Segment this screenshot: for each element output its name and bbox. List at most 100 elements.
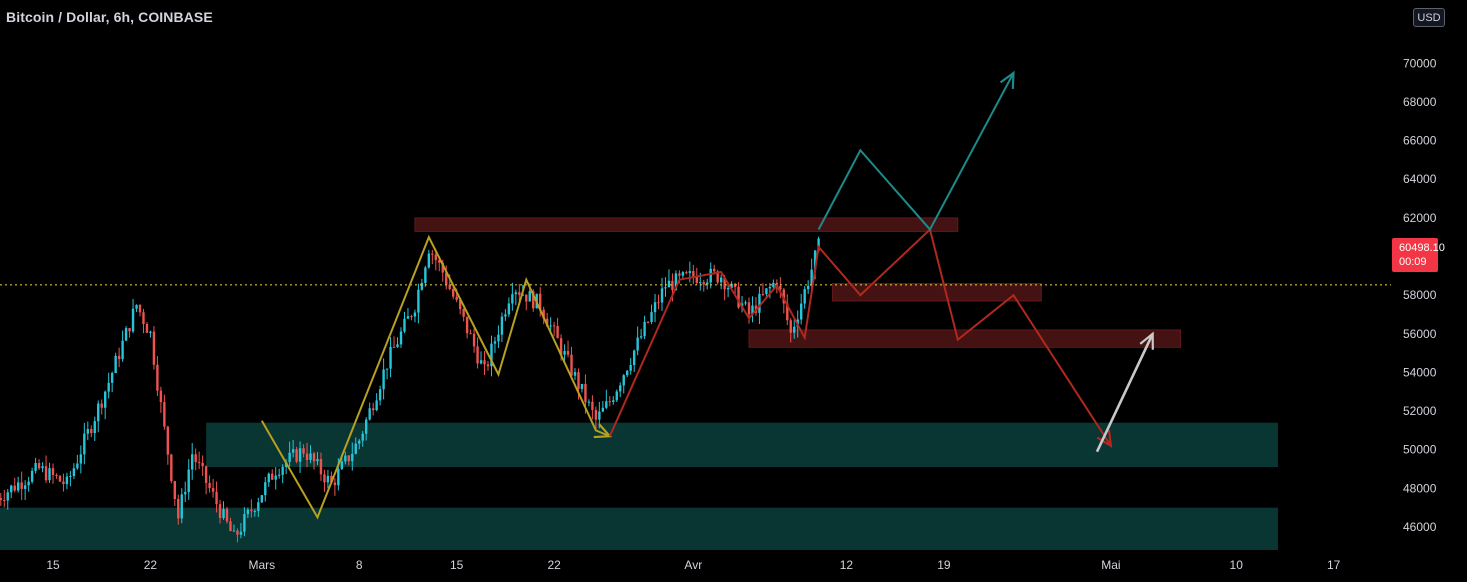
currency-button[interactable]: USD xyxy=(1413,8,1445,27)
yellow-path xyxy=(260,234,611,520)
candle-body-57 xyxy=(194,454,197,463)
candle-body-35 xyxy=(117,355,121,360)
candle-body-222 xyxy=(768,287,772,289)
time-tick-10: 10 xyxy=(1230,558,1244,572)
candle-body-69 xyxy=(236,530,239,535)
candle-body-95 xyxy=(326,475,330,483)
candle-body-58 xyxy=(197,462,201,464)
candle-body-186 xyxy=(643,321,646,337)
candle-body-67 xyxy=(229,521,232,532)
candle-body-82 xyxy=(281,466,284,475)
candle-body-159 xyxy=(549,325,552,327)
candle-body-12 xyxy=(37,463,41,469)
candle-body-11 xyxy=(34,463,37,471)
candle-body-84 xyxy=(288,452,291,462)
candle-body-210 xyxy=(726,287,730,290)
candle-body-152 xyxy=(525,294,528,302)
candle-body-190 xyxy=(657,302,660,304)
price-tick-46000: 46000 xyxy=(1403,520,1437,534)
candle-body-192 xyxy=(664,287,667,289)
candle-body-113 xyxy=(389,346,392,369)
candle-body-63 xyxy=(215,491,218,505)
candle-body-89 xyxy=(305,453,309,460)
candle-body-105 xyxy=(361,433,364,441)
candle-body-81 xyxy=(278,474,281,476)
candle-body-34 xyxy=(114,355,117,373)
candle-body-52 xyxy=(177,499,180,519)
candle-body-161 xyxy=(556,325,559,339)
candle-body-75 xyxy=(257,502,260,512)
candle-body-62 xyxy=(211,488,215,492)
candle-body-205 xyxy=(709,268,712,283)
candle-body-64 xyxy=(218,504,222,519)
candle-body-203 xyxy=(702,282,705,285)
candle-body-184 xyxy=(636,337,639,351)
candle-body-133 xyxy=(458,299,462,310)
candle-body-134 xyxy=(462,309,465,317)
candle-body-191 xyxy=(660,288,664,303)
candle-body-72 xyxy=(246,509,250,515)
price-tick-58000: 58000 xyxy=(1403,288,1437,302)
candle-body-215 xyxy=(744,302,747,304)
candle-body-195 xyxy=(674,273,678,291)
price-tick-64000: 64000 xyxy=(1403,172,1437,186)
symbol-title: Bitcoin / Dollar, 6h, COINBASE xyxy=(6,9,213,25)
red-path xyxy=(608,227,1112,447)
candle-body-5 xyxy=(13,485,16,491)
candle-body-221 xyxy=(765,288,768,295)
candle-body-147 xyxy=(507,303,511,315)
candle-body-135 xyxy=(465,316,469,334)
candle-body-78 xyxy=(267,473,270,483)
candle-body-104 xyxy=(358,440,361,444)
candle-body-3 xyxy=(6,492,9,501)
price-axis[interactable]: 4600048000500005200054000560005800060000… xyxy=(1403,56,1437,534)
candle-body-23 xyxy=(76,463,79,469)
candle-body-228 xyxy=(789,320,792,333)
candle-body-163 xyxy=(563,351,566,355)
candle-body-31 xyxy=(104,391,107,408)
candle-body-202 xyxy=(699,282,702,284)
candle-body-9 xyxy=(27,481,30,486)
candle-body-19 xyxy=(62,481,65,485)
candle-body-50 xyxy=(170,454,173,482)
candle-body-236 xyxy=(817,238,820,251)
candle-body-74 xyxy=(253,511,257,513)
candle-body-216 xyxy=(747,302,751,315)
candle-body-172 xyxy=(594,409,598,420)
candle-body-119 xyxy=(410,316,413,318)
candle-body-1 xyxy=(0,498,3,501)
time-tick-7: 12 xyxy=(840,558,854,572)
candle-body-233 xyxy=(806,285,810,290)
candle-body-45 xyxy=(152,331,156,365)
candle-body-177 xyxy=(612,400,615,402)
candle-body-90 xyxy=(309,453,312,460)
candle-body-148 xyxy=(511,294,514,304)
price-tick-66000: 66000 xyxy=(1403,134,1437,148)
candle-body-122 xyxy=(420,282,424,290)
candle-body-198 xyxy=(685,272,688,274)
candle-body-231 xyxy=(800,303,803,320)
candle-body-235 xyxy=(813,250,817,270)
candle-body-21 xyxy=(69,476,72,478)
candle-body-87 xyxy=(298,448,302,462)
candle-body-10 xyxy=(30,470,34,482)
candle-body-102 xyxy=(351,453,354,462)
candle-body-125 xyxy=(431,253,434,255)
candle-body-41 xyxy=(138,304,142,313)
candle-body-157 xyxy=(542,309,545,319)
candle-body-153 xyxy=(528,291,531,302)
candle-body-207 xyxy=(716,271,719,283)
candle-body-117 xyxy=(403,318,406,332)
candle-body-124 xyxy=(427,253,431,268)
time-axis[interactable]: 15 22 Mars 8 15 22 Avr 12 19 Mai 10 17 xyxy=(46,558,1340,572)
candle-body-168 xyxy=(580,383,584,389)
candle-body-143 xyxy=(493,341,497,344)
price-tick-48000: 48000 xyxy=(1403,481,1437,495)
time-tick-2: Mars xyxy=(248,558,275,572)
candle-body-27 xyxy=(90,428,93,434)
candle-body-59 xyxy=(201,462,204,467)
candle-body-223 xyxy=(772,282,775,288)
candle-body-194 xyxy=(671,280,674,291)
candle-body-16 xyxy=(51,468,55,475)
